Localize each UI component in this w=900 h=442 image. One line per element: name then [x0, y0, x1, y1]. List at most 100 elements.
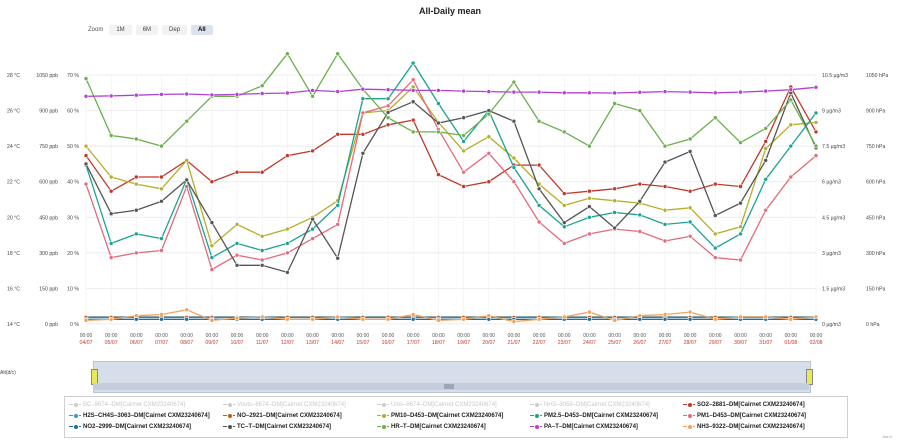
data-point[interactable] [83, 143, 89, 149]
data-point[interactable] [335, 51, 341, 57]
data-point[interactable] [738, 200, 743, 206]
data-point[interactable] [285, 270, 290, 275]
data-point[interactable] [461, 88, 466, 94]
data-point[interactable] [410, 99, 416, 104]
data-point[interactable] [511, 179, 517, 184]
data-point[interactable] [310, 316, 315, 322]
data-point[interactable] [335, 203, 341, 208]
data-point[interactable] [587, 231, 592, 237]
data-point[interactable] [587, 196, 592, 201]
data-point[interactable] [561, 224, 567, 230]
data-point[interactable] [83, 94, 89, 99]
data-point[interactable] [587, 188, 592, 194]
data-point[interactable] [662, 89, 668, 94]
data-point[interactable] [259, 234, 265, 239]
data-point[interactable] [687, 136, 693, 142]
data-point[interactable] [511, 118, 517, 124]
data-point[interactable] [536, 219, 542, 225]
data-point[interactable] [712, 115, 718, 120]
data-point[interactable] [687, 188, 693, 194]
data-point[interactable] [184, 91, 189, 97]
data-point[interactable] [662, 316, 668, 322]
data-point[interactable] [662, 207, 668, 213]
data-point[interactable] [385, 316, 391, 322]
data-point[interactable] [511, 319, 517, 324]
data-point[interactable] [486, 179, 492, 184]
data-point[interactable] [712, 213, 718, 218]
data-point[interactable] [511, 165, 517, 170]
data-point[interactable] [285, 241, 290, 246]
data-point[interactable] [486, 151, 492, 156]
data-point[interactable] [83, 76, 89, 81]
navigator-scrollbar[interactable] [93, 383, 809, 390]
data-point[interactable] [536, 89, 542, 95]
data-point[interactable] [612, 198, 617, 203]
data-point[interactable] [159, 316, 164, 322]
data-point[interactable] [159, 92, 164, 97]
data-point[interactable] [738, 184, 743, 189]
data-point[interactable] [410, 77, 416, 82]
data-point[interactable] [813, 143, 819, 149]
legend-item[interactable]: Vouts–8674–DM[Cairnet CXM23240674] [223, 400, 346, 409]
data-point[interactable] [461, 133, 466, 138]
data-point[interactable] [385, 122, 391, 128]
data-point[interactable] [108, 93, 114, 99]
data-point[interactable] [209, 179, 215, 184]
data-point[interactable] [788, 122, 794, 128]
data-point[interactable] [184, 177, 189, 183]
data-point[interactable] [763, 126, 769, 131]
data-point[interactable] [234, 315, 240, 321]
data-point[interactable] [335, 314, 341, 320]
data-point[interactable] [410, 312, 416, 317]
data-point[interactable] [285, 226, 290, 232]
data-point[interactable] [209, 318, 215, 323]
data-point[interactable] [561, 191, 567, 196]
data-point[interactable] [134, 231, 139, 237]
data-point[interactable] [511, 79, 517, 85]
data-point[interactable] [712, 181, 718, 187]
data-point[interactable] [83, 153, 89, 158]
data-point[interactable] [662, 159, 668, 165]
legend-item[interactable]: PM10–D453–DM[Cairnet CXM23240674] [377, 411, 503, 420]
data-point[interactable] [310, 88, 315, 93]
data-point[interactable] [234, 241, 240, 246]
data-point[interactable] [159, 186, 164, 192]
data-point[interactable] [209, 267, 215, 272]
data-point[interactable] [159, 143, 164, 149]
data-point[interactable] [612, 225, 617, 231]
data-point[interactable] [134, 250, 139, 256]
data-point[interactable] [763, 146, 769, 151]
data-point[interactable] [612, 210, 617, 215]
data-point[interactable] [461, 148, 466, 154]
data-point[interactable] [83, 318, 89, 323]
data-point[interactable] [587, 143, 592, 149]
data-point[interactable] [511, 89, 517, 95]
zoom-button-6m[interactable]: 6M [135, 25, 159, 35]
data-point[interactable] [159, 248, 164, 253]
data-point[interactable] [536, 118, 542, 124]
legend-item[interactable]: NH3–3058–DM[Cairnet CXM23240674] [530, 400, 650, 409]
data-point[interactable] [310, 226, 315, 232]
data-point[interactable] [788, 87, 794, 92]
data-point[interactable] [234, 92, 240, 97]
data-point[interactable] [436, 88, 441, 93]
data-point[interactable] [335, 89, 341, 94]
data-point[interactable] [536, 186, 542, 192]
data-point[interactable] [486, 111, 492, 117]
data-point[interactable] [385, 103, 391, 109]
data-point[interactable] [763, 314, 769, 320]
data-point[interactable] [536, 316, 542, 322]
data-point[interactable] [461, 184, 466, 189]
data-point[interactable] [561, 129, 567, 135]
legend-item[interactable]: PA–T–DM[Cairnet CXM23240674] [530, 422, 638, 431]
data-point[interactable] [310, 148, 315, 154]
data-point[interactable] [587, 316, 592, 322]
data-point[interactable] [134, 92, 139, 98]
data-point[interactable] [637, 212, 643, 218]
data-point[interactable] [310, 94, 315, 99]
data-point[interactable] [108, 174, 114, 180]
data-point[interactable] [561, 220, 567, 225]
data-point[interactable] [687, 219, 693, 225]
data-point[interactable] [687, 89, 693, 95]
data-point[interactable] [184, 316, 189, 322]
